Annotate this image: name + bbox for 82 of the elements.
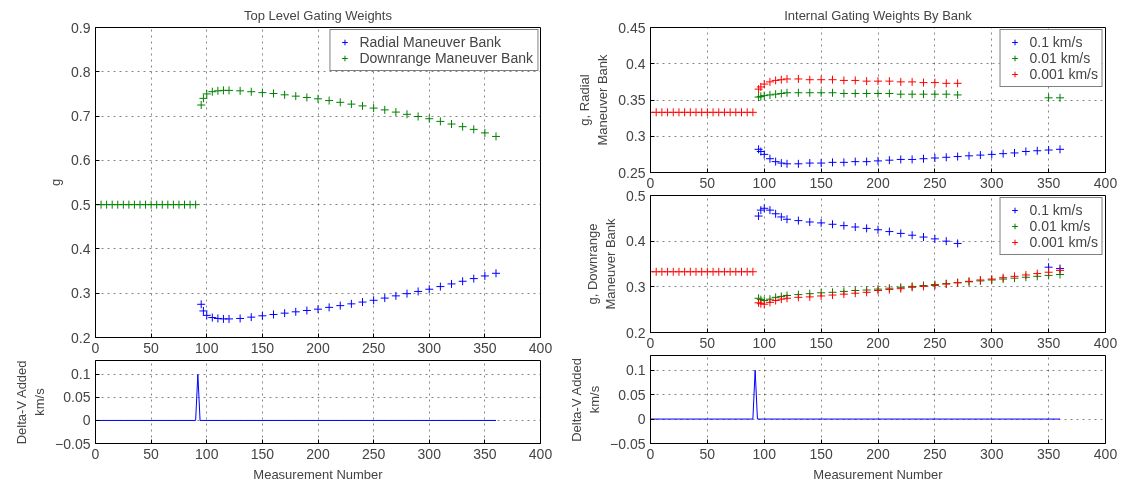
chart-title: Internal Gating Weights By Bank <box>784 7 973 23</box>
x-tick-label: 300 <box>980 334 1004 351</box>
y-tick-label: 0 <box>637 411 646 428</box>
x-tick-label: 150 <box>809 174 834 191</box>
x-tick-label: 400 <box>1093 334 1118 351</box>
x-tick-label: 400 <box>528 445 553 462</box>
x-tick-label: 250 <box>923 174 947 191</box>
y-axis-title: Delta-V Added km/s <box>569 357 603 442</box>
legend-label: 0.001 km/s <box>1029 234 1098 250</box>
y-tick-label: 0.9 <box>71 19 91 36</box>
y-tick-label: 0.1 <box>71 366 91 383</box>
legend-label: 0.01 km/s <box>1029 50 1091 66</box>
x-tick-label: 50 <box>699 174 716 191</box>
x-tick-label: 300 <box>980 445 1004 462</box>
y-tick-label: 0.1 <box>626 362 646 379</box>
x-tick-label: 250 <box>923 445 947 462</box>
x-tick-label: 200 <box>306 339 330 356</box>
y-tick-label: 0.05 <box>618 386 646 403</box>
y-tick-label: 0.3 <box>626 128 646 145</box>
x-tick-label: 100 <box>195 445 219 462</box>
x-tick-label: 400 <box>1093 174 1118 191</box>
x-tick-label: 200 <box>866 445 890 462</box>
x-tick-label: 200 <box>866 174 890 191</box>
y-tick-label: 0.2 <box>71 329 91 346</box>
legend-label: 0.001 km/s <box>1029 66 1098 82</box>
y-tick-label: 0.6 <box>71 152 91 169</box>
x-tick-label: 300 <box>417 445 442 462</box>
y-tick-label: 0 <box>82 412 91 429</box>
x-tick-label: 250 <box>361 339 386 356</box>
x-tick-label: 150 <box>250 445 275 462</box>
x-tick-label: 200 <box>306 445 330 462</box>
x-tick-label: 100 <box>195 339 219 356</box>
y-tick-label: 0.4 <box>626 233 646 250</box>
y-tick-label: 0.5 <box>626 187 646 204</box>
x-tick-label: 350 <box>473 445 497 462</box>
y-axis-title: g, Downrange Maneuver Bank <box>585 217 619 310</box>
x-tick-label: 400 <box>528 339 553 356</box>
legend-label: Downrange Maneuver Bank <box>359 50 533 66</box>
x-axis-title: Measurement Number <box>813 466 944 482</box>
legend-label: 0.1 km/s <box>1029 34 1083 50</box>
y-tick-label: 0.5 <box>71 196 91 213</box>
x-tick-label: 100 <box>752 334 777 351</box>
y-tick-label: 0.4 <box>71 240 91 257</box>
y-tick-label: −0.05 <box>610 435 646 452</box>
y-tick-label: 0.25 <box>618 164 646 181</box>
x-tick-label: 300 <box>980 174 1004 191</box>
x-tick-label: 50 <box>143 339 160 356</box>
y-tick-label: 0.35 <box>618 92 646 108</box>
x-axis-title: Measurement Number <box>253 466 384 482</box>
x-tick-label: 350 <box>1036 445 1061 462</box>
x-tick-label: 50 <box>699 445 716 462</box>
x-tick-label: 150 <box>809 445 834 462</box>
x-tick-label: 250 <box>361 445 386 462</box>
y-tick-label: 0.8 <box>71 63 91 80</box>
x-tick-label: 150 <box>809 334 834 351</box>
y-tick-label: 0.7 <box>71 108 91 125</box>
y-tick-label: 0.4 <box>626 55 646 72</box>
x-tick-label: 200 <box>866 334 890 351</box>
y-tick-label: 0.3 <box>626 278 646 295</box>
x-tick-label: 150 <box>250 339 275 356</box>
legend-label: Radial Maneuver Bank <box>359 34 502 50</box>
legend-label: 0.1 km/s <box>1029 202 1083 218</box>
x-tick-label: 300 <box>417 339 442 356</box>
x-tick-label: 350 <box>1036 174 1061 191</box>
y-tick-label: 0.45 <box>618 19 646 36</box>
legend-label: 0.01 km/s <box>1029 218 1091 234</box>
y-tick-label: 0.3 <box>71 285 91 302</box>
x-tick-label: 100 <box>752 445 777 462</box>
x-tick-label: 50 <box>143 445 160 462</box>
y-tick-label: −0.05 <box>55 435 91 452</box>
x-tick-label: 100 <box>752 174 777 191</box>
chart-title: Top Level Gating Weights <box>244 7 393 23</box>
x-tick-label: 50 <box>699 334 716 351</box>
x-tick-label: 400 <box>1093 445 1118 462</box>
y-axis-title: g <box>48 178 64 187</box>
y-tick-label: 0.2 <box>626 324 646 341</box>
x-tick-label: 250 <box>923 334 947 351</box>
x-tick-label: 350 <box>473 339 497 356</box>
y-axis-title: Delta-V Added km/s <box>14 360 48 445</box>
x-tick-label: 350 <box>1036 334 1061 351</box>
y-tick-label: 0.05 <box>63 389 91 406</box>
y-axis-title: g, Radial Maneuver Bank <box>577 53 611 146</box>
